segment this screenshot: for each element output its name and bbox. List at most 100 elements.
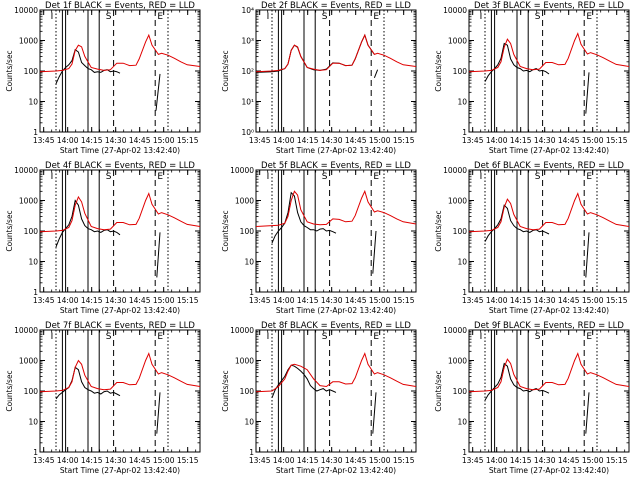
panel-title: Det 2f BLACK = Events, RED = LLD	[261, 1, 411, 11]
panel-det-4f: Det 4f BLACK = Events, RED = LLD 1 10 100 10…	[5, 161, 201, 315]
x-tick-label: 14:15	[510, 296, 532, 305]
x-tick-label: 13:45	[462, 456, 484, 465]
series-line-events	[484, 204, 550, 242]
marker-label-I: I	[51, 12, 54, 22]
x-tick-label: 14:45	[345, 456, 367, 465]
x-tick-label: 14:00	[57, 456, 79, 465]
marker-label-E: E	[157, 172, 163, 182]
marker-label-E: E	[373, 332, 379, 342]
y-tick-label: 100	[24, 67, 39, 76]
x-tick-label: 15:00	[369, 136, 391, 145]
series-line-events	[55, 48, 121, 85]
y-axis-label: Counts/sec	[221, 210, 230, 251]
panel-det-3f: Det 3f BLACK = Events, RED = LLD 1 10 100 10…	[434, 1, 630, 155]
series-line-events	[484, 42, 550, 82]
y-axis-label: Counts/sec	[5, 370, 14, 411]
series-line-events	[271, 364, 337, 398]
panel-det-9f: Det 9f BLACK = Events, RED = LLD 1 10 100 10…	[434, 321, 630, 475]
x-tick-label: 14:15	[297, 296, 319, 305]
x-tick-label: 14:45	[558, 136, 580, 145]
panel-title: Det 1f BLACK = Events, RED = LLD	[45, 1, 195, 11]
x-tick-label: 15:00	[369, 456, 391, 465]
y-tick-label: 10000	[14, 6, 38, 15]
x-tick-label: 14:30	[321, 456, 343, 465]
x-axis-label: Start Time (27-Apr-02 13:42:40)	[276, 146, 396, 155]
events-fragment	[156, 392, 161, 434]
y-tick-label: 100	[240, 227, 255, 236]
series-line-lld	[255, 352, 417, 393]
y-tick-label: 1	[33, 448, 38, 457]
series-line-lld	[39, 192, 201, 233]
marker-label-E: E	[157, 332, 163, 342]
y-tick-label: 10	[244, 258, 254, 267]
series-line-events	[271, 191, 337, 244]
y-tick-label: 1000	[235, 357, 254, 366]
x-tick-label: 15:15	[177, 136, 199, 145]
marker-label-S: S	[322, 332, 328, 342]
y-tick-label: 10000	[443, 6, 467, 15]
marker-label-S: S	[535, 332, 541, 342]
marker-label-E: E	[373, 12, 379, 22]
x-axis-label: Start Time (27-Apr-02 13:42:40)	[489, 306, 609, 315]
x-axis-label: Start Time (27-Apr-02 13:42:40)	[60, 306, 180, 315]
y-tick-label: 10¹	[241, 98, 254, 107]
y-tick-label: 1	[33, 288, 38, 297]
series-line-lld	[468, 352, 630, 393]
x-tick-label: 14:00	[273, 456, 295, 465]
y-axis-label: Counts/sec	[5, 210, 14, 251]
y-tick-label: 10	[28, 98, 38, 107]
marker-label-E: E	[586, 172, 592, 182]
marker-label-E: E	[157, 12, 163, 22]
y-tick-label: 10	[457, 258, 467, 267]
x-tick-label: 15:00	[153, 456, 175, 465]
marker-label-S: S	[106, 172, 112, 182]
marker-label-S: S	[535, 12, 541, 22]
y-tick-label: 1	[249, 448, 254, 457]
events-fragment	[585, 232, 590, 278]
series-line-lld	[468, 32, 630, 73]
x-tick-label: 13:45	[33, 296, 55, 305]
y-tick-label: 10	[244, 418, 254, 427]
y-tick-label: 100	[24, 227, 39, 236]
panel-det-7f: Det 7f BLACK = Events, RED = LLD 1 10 100 10…	[5, 321, 201, 475]
x-tick-label: 14:00	[486, 456, 508, 465]
x-axis-label: Start Time (27-Apr-02 13:42:40)	[489, 146, 609, 155]
x-tick-label: 14:45	[345, 136, 367, 145]
y-tick-label: 10000	[443, 326, 467, 335]
x-tick-label: 14:30	[105, 296, 127, 305]
marker-label-I: I	[51, 172, 54, 182]
x-tick-label: 14:30	[534, 296, 556, 305]
y-tick-label: 1000	[19, 37, 38, 46]
marker-label-S: S	[322, 12, 328, 22]
y-tick-label: 10000	[14, 166, 38, 175]
marker-label-I: I	[267, 332, 270, 342]
events-fragment	[585, 72, 590, 114]
y-tick-label: 1000	[448, 357, 467, 366]
x-tick-label: 15:15	[177, 456, 199, 465]
y-tick-label: 1	[462, 288, 467, 297]
y-tick-label: 100	[453, 227, 468, 236]
plot-frame	[255, 169, 417, 293]
marker-label-S: S	[106, 12, 112, 22]
y-axis-label: Counts/sec	[434, 370, 443, 411]
x-tick-label: 14:00	[57, 136, 79, 145]
y-tick-label: 1000	[19, 357, 38, 366]
x-tick-label: 13:45	[249, 136, 271, 145]
x-tick-label: 14:00	[486, 296, 508, 305]
panel-det-5f: Det 5f BLACK = Events, RED = LLD 1 10 100 10…	[221, 161, 417, 315]
x-tick-label: 15:15	[393, 296, 415, 305]
plot-frame	[255, 329, 417, 453]
x-tick-label: 14:15	[81, 296, 103, 305]
y-tick-label: 10	[28, 258, 38, 267]
events-fragment	[156, 232, 161, 278]
panel-det-8f: Det 8f BLACK = Events, RED = LLD 1 10 100 10…	[221, 321, 417, 475]
x-tick-label: 15:00	[369, 296, 391, 305]
y-tick-label: 10000	[230, 326, 254, 335]
y-axis-label: Counts/sec	[221, 370, 230, 411]
panel-title: Det 5f BLACK = Events, RED = LLD	[261, 161, 411, 171]
x-tick-label: 14:30	[534, 136, 556, 145]
x-tick-label: 15:00	[582, 296, 604, 305]
panel-title: Det 9f BLACK = Events, RED = LLD	[474, 321, 624, 331]
panel-title: Det 6f BLACK = Events, RED = LLD	[474, 161, 624, 171]
